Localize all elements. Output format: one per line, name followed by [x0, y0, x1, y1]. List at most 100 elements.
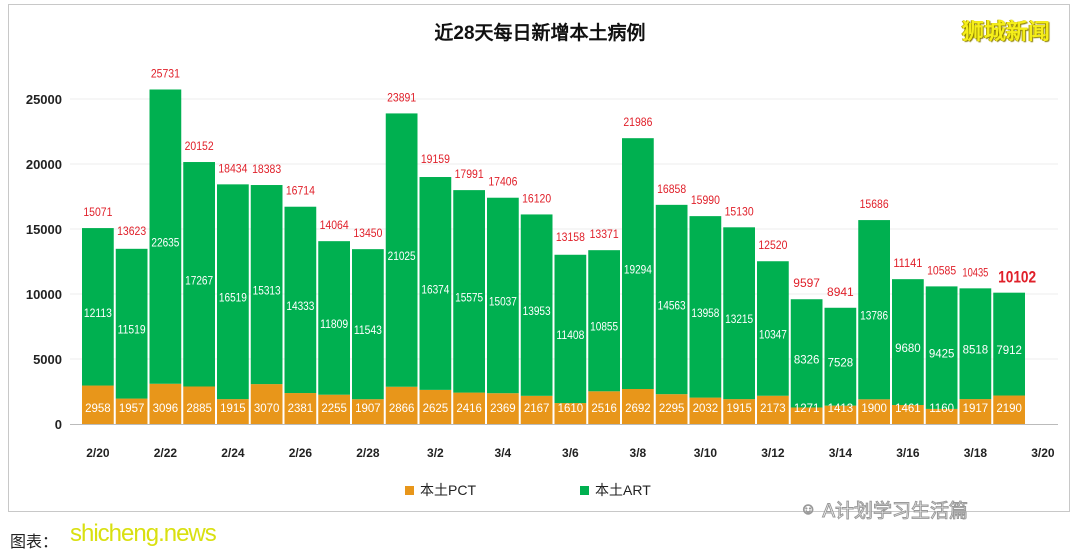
bar-art — [385, 113, 418, 387]
y-tick-label: 0 — [55, 417, 62, 432]
bar-art — [318, 241, 350, 395]
x-tick-label: 3/8 — [630, 446, 647, 460]
bar-art-label: 14563 — [658, 301, 686, 313]
bar-pct-label: 1271 — [794, 403, 820, 415]
bar-pct — [82, 385, 114, 424]
bar-pct-label: 2416 — [456, 403, 482, 415]
legend-item-pct: 本土PCT — [405, 480, 476, 500]
bar-art — [655, 204, 688, 395]
bar-art-label: 11519 — [118, 325, 146, 337]
bar-art-label: 15575 — [455, 292, 483, 304]
legend-label-art: 本土ART — [595, 482, 651, 498]
bar-art — [790, 299, 823, 408]
bar-art — [352, 249, 384, 400]
bar-pct-label: 1413 — [828, 403, 854, 415]
y-tick-label: 25000 — [26, 92, 62, 107]
x-tick-label: 3/18 — [964, 446, 988, 460]
x-tick-label: 3/12 — [761, 446, 785, 460]
bar-art — [453, 190, 485, 393]
x-tick-label: 2/24 — [221, 446, 245, 460]
bar-art — [824, 307, 857, 406]
x-tick-label: 2/28 — [356, 446, 380, 460]
bar-pct-label: 2190 — [996, 403, 1022, 415]
bar-art-label: 12113 — [84, 308, 112, 320]
bar-total-label: 17991 — [455, 167, 484, 181]
bar-total-label: 13371 — [590, 227, 619, 241]
x-tick-label: 3/10 — [694, 446, 718, 460]
bar-art — [892, 279, 924, 406]
x-tick-label: 3/6 — [562, 446, 579, 460]
bar-art — [82, 228, 114, 386]
wechat-watermark: ☺ A计划学习生活篇 — [799, 496, 969, 523]
x-tick-label: 3/16 — [896, 446, 920, 460]
bar-total-label: 10585 — [927, 263, 956, 277]
bar-pct — [217, 399, 249, 424]
bar-pct — [824, 405, 857, 424]
bar-art-label: 11543 — [354, 325, 382, 337]
bar-art — [925, 286, 958, 409]
bar-total-label: 12520 — [758, 238, 787, 252]
bar-art — [487, 197, 519, 394]
bar-pct-label: 2255 — [321, 403, 347, 415]
bar-art-label: 7528 — [828, 358, 854, 370]
bar-pct-label: 1900 — [861, 403, 887, 415]
x-tick-label: 2/20 — [86, 446, 110, 460]
bar-total-label: 10435 — [962, 265, 988, 279]
x-tick-label: 2/22 — [154, 446, 178, 460]
legend-swatch-pct — [405, 485, 414, 495]
bar-pct-label: 2625 — [423, 403, 449, 415]
bar-total-label: 14064 — [320, 218, 349, 232]
logo: 狮城新闻 — [962, 19, 1051, 44]
bar-art-label: 7912 — [996, 345, 1022, 357]
bar-pct-label: 2369 — [490, 403, 516, 415]
bar-pct-label: 1461 — [895, 403, 921, 415]
bar-pct — [487, 393, 519, 424]
bar-art-label: 9425 — [929, 349, 955, 361]
bar-art — [520, 214, 553, 396]
bar-art — [284, 206, 317, 394]
bar-pct — [453, 392, 485, 424]
wechat-account: A计划学习生活篇 — [822, 501, 969, 523]
bar-art — [588, 250, 620, 392]
bar-art-label: 13215 — [725, 314, 753, 326]
bar-total-label: 15686 — [860, 197, 889, 211]
bar-art-label: 11408 — [556, 330, 584, 342]
bar-pct — [352, 399, 384, 424]
x-tick-label: 3/4 — [495, 446, 512, 460]
site-watermark: shicheng.news — [70, 520, 217, 547]
bar-art-label: 13953 — [523, 306, 551, 318]
bar-pct-label: 2381 — [288, 403, 314, 415]
bar-art-label: 16374 — [421, 284, 450, 296]
bar-pct — [115, 398, 148, 424]
bar-pct-label: 1917 — [963, 403, 989, 415]
bar-total-label: 17406 — [488, 175, 517, 189]
bar-total-label: 16714 — [286, 184, 315, 198]
bar-art-label: 21025 — [388, 251, 416, 263]
bar-art-label: 16519 — [219, 293, 247, 305]
x-tick-label: 3/20 — [1031, 446, 1055, 460]
bar-total-label: 8941 — [827, 285, 854, 299]
bar-pct — [723, 399, 755, 424]
x-tick-label: 3/14 — [829, 446, 853, 460]
bar-pct — [318, 394, 350, 424]
bar-art-label: 17267 — [185, 275, 213, 287]
bar-pct-label: 2885 — [186, 403, 212, 415]
bar-art — [149, 89, 182, 384]
bar-total-label: 15990 — [691, 193, 720, 207]
bar-pct — [655, 394, 688, 424]
bar-pct-label: 1610 — [558, 403, 584, 415]
bar-art-label: 14333 — [286, 301, 314, 313]
bar-total-label: 18434 — [218, 161, 247, 175]
bar-pct — [993, 395, 1025, 424]
bar-art — [217, 184, 249, 400]
bar-pct-label: 2516 — [591, 403, 617, 415]
chart-frame — [8, 4, 1070, 512]
bar-pct-label: 1160 — [929, 403, 954, 415]
bar-total-label: 9597 — [793, 276, 820, 290]
bar-pct — [149, 383, 182, 424]
bar-total-label: 15130 — [725, 204, 754, 218]
bar-pct-label: 2866 — [389, 403, 415, 415]
bar-pct — [790, 407, 823, 424]
bar-art-label: 9680 — [895, 343, 921, 355]
